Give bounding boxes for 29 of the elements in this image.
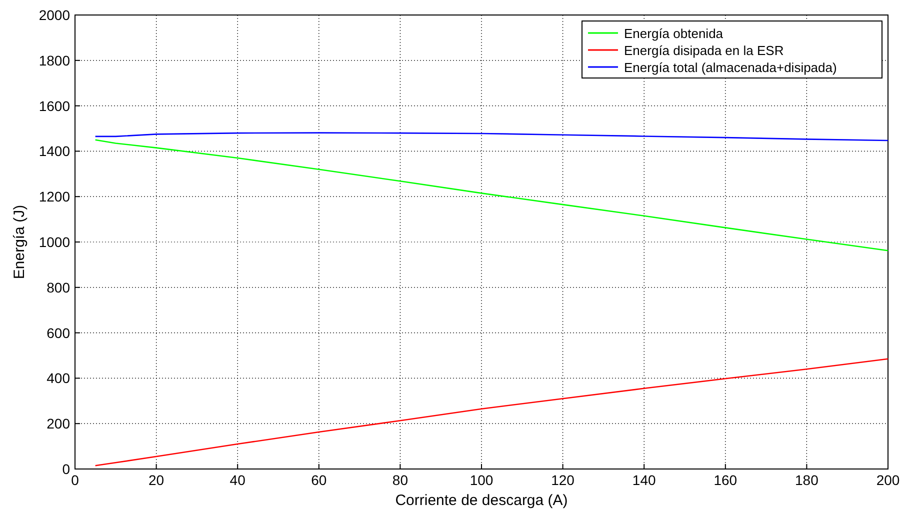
line-series	[94, 132, 889, 142]
y-tick-label: 200	[46, 416, 70, 432]
x-tick-label: 80	[392, 472, 408, 488]
x-tick-label: 40	[230, 472, 246, 488]
legend-label: Energía total (almacenada+disipada)	[624, 60, 837, 75]
y-tick-label: 400	[46, 370, 70, 386]
x-tick-label: 60	[311, 472, 327, 488]
x-tick-label: 180	[795, 472, 819, 488]
x-tick-label: 200	[876, 472, 900, 488]
x-tick-label: 20	[148, 472, 164, 488]
y-tick-label: 1200	[38, 188, 70, 205]
x-tick-label: 120	[551, 472, 575, 488]
legend-label: Energía disipada en la ESR	[624, 43, 784, 58]
line-series	[94, 358, 889, 466]
line-series	[94, 139, 889, 252]
y-tick-label: 0	[62, 461, 70, 477]
y-tick-label: 1800	[38, 52, 70, 68]
x-tick-label: 140	[632, 472, 656, 488]
y-tick-label: 1400	[38, 143, 70, 160]
y-axis-title: Energía (J)	[11, 204, 28, 280]
y-tick-label: 2000	[38, 7, 70, 23]
x-tick-label: 100	[470, 472, 494, 488]
x-tick-label: 160	[714, 472, 738, 488]
legend-label: Energía obtenida	[624, 26, 724, 41]
y-tick-label: 1600	[38, 98, 70, 114]
y-tick-label: 800	[46, 279, 70, 296]
y-tick-label: 600	[46, 324, 70, 341]
x-axis-title: Corriente de descarga (A)	[395, 492, 568, 509]
y-tick-label: 1000	[38, 234, 70, 250]
